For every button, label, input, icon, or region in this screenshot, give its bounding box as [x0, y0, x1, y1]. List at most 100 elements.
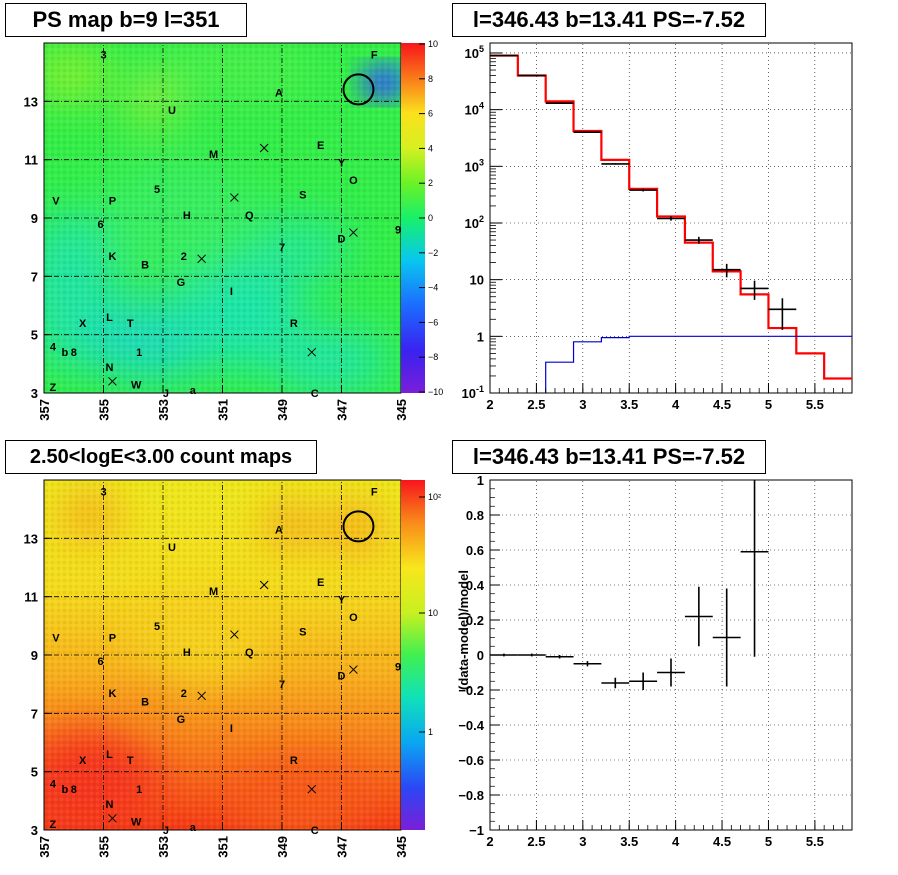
source-label: V: [52, 633, 60, 645]
source-label: K: [108, 251, 116, 263]
residual-plot: 2 2.5 3 3.5 4 4.5 5 5.5 −1 −0.8 −0.6 −0.4 −0.2 0 0.2 0…: [456, 473, 853, 849]
x-tick-label: 3.5: [620, 397, 638, 412]
source-label: 5: [154, 621, 160, 633]
ps-colorbar-ticks: 10 8 6 4 2 0 −2 −4 −6 −8 −10: [419, 39, 443, 397]
source-label: Q: [245, 210, 254, 222]
source-label: W: [131, 816, 142, 828]
cross-marker: [197, 254, 207, 264]
source-label: Z: [50, 382, 57, 394]
count-map-target-circle: [342, 510, 375, 543]
y-tick-label: 7: [31, 706, 38, 721]
colorbar-tick-label: 10: [428, 39, 438, 49]
source-label: 3: [100, 487, 106, 499]
source-label: D: [338, 233, 346, 245]
count-map-grid: [44, 480, 401, 830]
y-tick-label: −0.6: [458, 753, 484, 768]
x-tick-label: 2.5: [527, 397, 545, 412]
background-histogram-line: [545, 335, 852, 393]
y-tick-label: 7: [31, 269, 38, 284]
source-label: b: [61, 784, 68, 796]
source-label: U: [168, 542, 176, 554]
y-tick-label: 9: [31, 648, 38, 663]
source-label: 5: [154, 184, 160, 196]
colorbar-tick-label: 6: [428, 109, 433, 119]
source-label: V: [52, 196, 60, 208]
cross-marker: [349, 665, 358, 674]
source-label: X: [79, 318, 87, 330]
y-tick-label: 1: [477, 329, 484, 344]
x-tick-label: 355: [97, 836, 112, 858]
x-tick-label: 355: [97, 399, 112, 421]
source-label: H: [183, 647, 191, 659]
source-label: 8: [71, 347, 77, 359]
x-tick-label: 347: [335, 836, 350, 858]
source-label: M: [209, 149, 218, 161]
x-tick-label: 349: [275, 836, 290, 858]
colorbar-tick-label: −8: [428, 352, 438, 362]
y-tick-label: 1: [477, 473, 484, 488]
residual-title: l=346.43 b=13.41 PS=-7.52: [452, 440, 766, 474]
x-tick-label: 5.5: [806, 397, 824, 412]
y-tick-label: 3: [31, 386, 38, 401]
residual-grid: [490, 480, 852, 830]
source-label: T: [127, 318, 134, 330]
x-tick-label: 4.5: [713, 834, 731, 849]
y-tick-label: 5: [31, 765, 38, 780]
residual-x-ticks: 2 2.5 3 3.5 4 4.5 5 5.5: [486, 820, 853, 849]
y-tick-label: −0.8: [458, 788, 484, 803]
ps-map-grid: [44, 43, 401, 393]
y-tick-label: −1: [469, 823, 484, 838]
y-tick-label: −0.4: [458, 718, 484, 733]
cross-marker: [259, 143, 269, 153]
source-label: Y: [338, 158, 346, 170]
source-label: G: [177, 277, 186, 289]
source-label: U: [168, 105, 176, 117]
source-label: Y: [338, 595, 346, 607]
source-label: 4: [50, 778, 57, 790]
y-tick-label: 0.6: [466, 543, 484, 558]
count-map-title: 2.50<logE<3.00 count maps: [5, 440, 317, 474]
colorbar-tick-label: 2: [428, 178, 433, 188]
ps-map-y-ticks: 3 5 7 9 11 13: [24, 94, 52, 401]
y-tick-label: 103: [465, 157, 484, 174]
cross-marker: [108, 376, 117, 386]
residual-y-axis-label: (data-model)/model: [456, 570, 471, 690]
colorbar-tick-label: −6: [428, 317, 438, 327]
source-label: F: [371, 50, 378, 62]
x-tick-label: 349: [275, 399, 290, 421]
colorbar-tick-label: −10: [428, 387, 443, 397]
source-label: 2: [181, 251, 187, 263]
source-label: E: [317, 140, 324, 152]
source-label: R: [290, 755, 298, 767]
ps-map-title: PS map b=9 l=351: [5, 3, 247, 37]
x-tick-label: 345: [394, 836, 409, 858]
x-tick-label: 345: [394, 399, 409, 421]
source-label: J: [163, 825, 169, 837]
source-label: 3: [100, 50, 106, 62]
x-tick-label: 3: [579, 834, 586, 849]
y-tick-label: 13: [24, 94, 38, 109]
y-tick-label: 0: [477, 648, 484, 663]
source-label: H: [183, 210, 191, 222]
x-tick-label: 5.5: [806, 834, 824, 849]
source-label: T: [127, 755, 134, 767]
y-tick-label: 9: [31, 211, 38, 226]
cross-marker: [307, 784, 317, 794]
source-label: O: [349, 612, 358, 624]
y-tick-label: 10: [470, 273, 484, 288]
colorbar-tick-label: 4: [428, 143, 433, 153]
count-map-source-labels: 3 F A U E M YO 5 S V P H Q 6 9 D 7 K 2 B G I X L T R 4 b 8 1 N Z W J a C: [50, 487, 402, 837]
source-label: P: [109, 633, 116, 645]
x-tick-label: 2: [486, 834, 493, 849]
source-label: E: [317, 577, 324, 589]
cross-marker: [349, 228, 358, 237]
y-tick-label: 0.2: [466, 613, 484, 628]
source-label: b: [61, 347, 68, 359]
source-label: 1: [136, 784, 142, 796]
source-label: 2: [181, 688, 187, 700]
ps-map-source-labels: 3 F A U E M YO 5 S V P H Q 6 9 D 7 K 2 B G I X L T R 4 b 8 1 N Z W J a C: [50, 50, 402, 400]
x-tick-label: 351: [216, 836, 231, 858]
